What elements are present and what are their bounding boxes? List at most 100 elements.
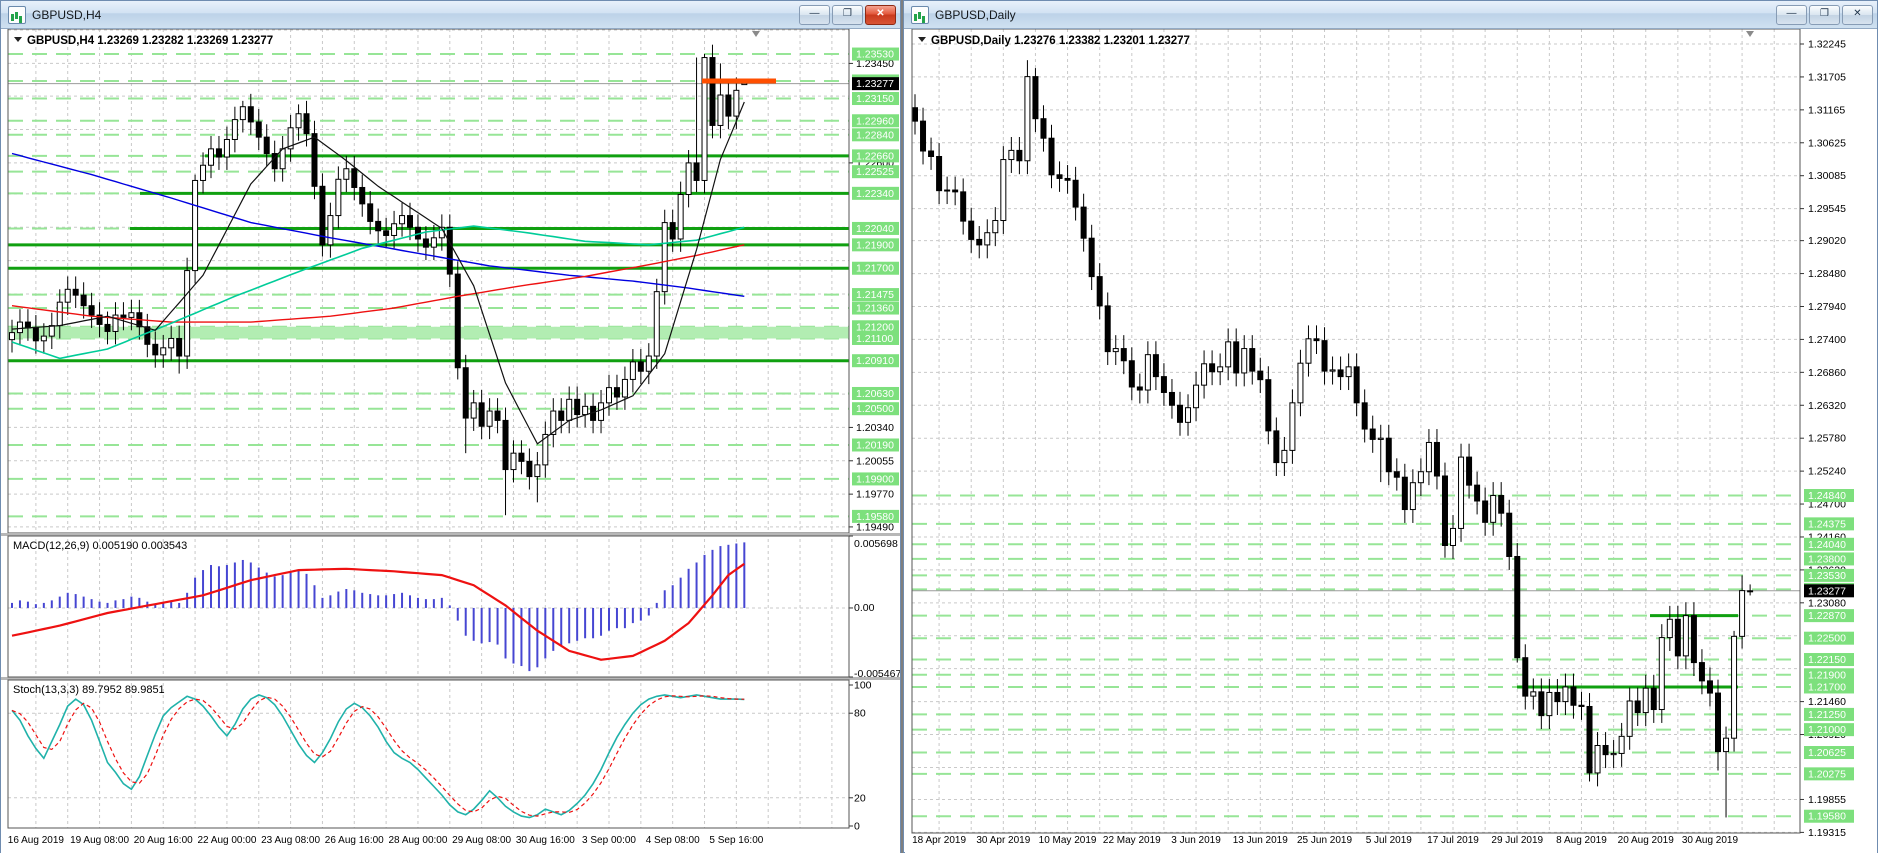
svg-text:30 Apr 2019: 30 Apr 2019 [976, 835, 1030, 846]
symbol-header: GBPUSD,Daily 1.23276 1.23382 1.23201 1.2… [918, 35, 1190, 47]
svg-text:30 Aug 2019: 30 Aug 2019 [1682, 835, 1739, 846]
svg-text:26 Aug 16:00: 26 Aug 16:00 [325, 835, 384, 846]
time-axis[interactable]: 18 Apr 2019 30 Apr 2019 10 May 2019 22 May … [912, 835, 1738, 846]
svg-text:10 May 2019: 10 May 2019 [1039, 835, 1097, 846]
current-price-badge [1804, 584, 1854, 598]
svg-text:1.19900: 1.19900 [856, 473, 894, 485]
price-axis[interactable]: 1.32245 1.31705 1.31165 1.30625 1.30085 1.295… [1800, 38, 1854, 839]
svg-text:1.26320: 1.26320 [1808, 400, 1846, 412]
daily-titlebar[interactable]: GBPUSD,Daily — ❐ ✕ [904, 1, 1877, 29]
svg-text:1.31165: 1.31165 [1808, 104, 1845, 116]
svg-text:1.23530: 1.23530 [1808, 570, 1846, 582]
grid-lines [912, 29, 1800, 833]
svg-text:0: 0 [854, 821, 860, 833]
svg-text:8 Aug 2019: 8 Aug 2019 [1556, 835, 1607, 846]
svg-text:1.19855: 1.19855 [1808, 794, 1846, 806]
svg-text:1.31705: 1.31705 [1808, 71, 1846, 83]
restore-button[interactable]: ❐ [832, 4, 863, 25]
macd-pane: MACD(12,26,9) 0.005190 0.003543 0.005698 0… [7, 535, 900, 680]
svg-text:0.00: 0.00 [854, 602, 875, 614]
svg-text:1.27400: 1.27400 [1808, 334, 1846, 346]
chart-background [1, 29, 900, 853]
svg-text:1.21900: 1.21900 [1808, 669, 1846, 681]
candles [9, 44, 748, 516]
close-icon[interactable]: ✕ [865, 4, 896, 25]
svg-text:29 Jul 2019: 29 Jul 2019 [1491, 835, 1543, 846]
svg-text:1.24040: 1.24040 [1808, 539, 1846, 551]
svg-text:1.22500: 1.22500 [1808, 633, 1846, 645]
chart-window-daily: GBPUSD,Daily — ❐ ✕ GBPUSD,Daily 1.23276 … [903, 0, 1878, 853]
svg-text:1.23277: 1.23277 [1808, 585, 1846, 597]
pane-separator[interactable] [1, 677, 900, 680]
svg-text:1.20275: 1.20275 [1808, 768, 1846, 780]
svg-text:1.21200: 1.21200 [856, 321, 894, 333]
price-axis[interactable]: 1.234501.226001.203401.200551.197701.194… [849, 47, 899, 534]
svg-text:17 Jul 2019: 17 Jul 2019 [1427, 835, 1479, 846]
svg-text:1.28480: 1.28480 [1808, 268, 1846, 280]
ma-black [11, 101, 745, 445]
h4-chart-canvas[interactable]: GBPUSD,H4 1.23269 1.23282 1.23269 1.2327… [1, 29, 900, 853]
chart-shift-marker-icon[interactable] [1746, 31, 1754, 37]
chart-window-h4: GBPUSD,H4 — ❐ ✕ GBPUSD,H4 1.23269 1.2328… [0, 0, 901, 853]
chart-icon [911, 5, 929, 24]
svg-text:1.22525: 1.22525 [856, 166, 894, 178]
svg-text:4 Sep 08:00: 4 Sep 08:00 [646, 835, 700, 846]
restore-button[interactable]: ❐ [1809, 4, 1840, 25]
minimize-button[interactable]: — [1776, 4, 1807, 25]
svg-text:1.20190: 1.20190 [856, 439, 894, 451]
svg-text:1.20055: 1.20055 [856, 455, 894, 467]
current-price-badge [852, 77, 899, 91]
svg-text:1.22960: 1.22960 [856, 115, 894, 127]
pane-separator[interactable] [1, 533, 900, 536]
svg-text:29 Aug 08:00: 29 Aug 08:00 [452, 835, 511, 846]
ma-red [11, 244, 745, 323]
svg-text:1.23450: 1.23450 [856, 58, 894, 70]
svg-text:1.27940: 1.27940 [1808, 301, 1846, 313]
svg-text:1.24840: 1.24840 [1808, 490, 1846, 502]
h4-titlebar[interactable]: GBPUSD,H4 — ❐ ✕ [1, 1, 900, 29]
svg-text:20 Aug 2019: 20 Aug 2019 [1618, 835, 1675, 846]
svg-text:1.23530: 1.23530 [856, 49, 894, 61]
svg-text:1.20340: 1.20340 [856, 422, 894, 434]
svg-text:22 May 2019: 22 May 2019 [1103, 835, 1161, 846]
svg-text:1.26860: 1.26860 [1808, 367, 1846, 379]
svg-text:18 Apr 2019: 18 Apr 2019 [912, 835, 966, 846]
ma-teal [11, 225, 745, 360]
svg-text:1.32245: 1.32245 [1808, 38, 1846, 50]
stoch-d-line [11, 695, 745, 817]
symbol-header: GBPUSD,H4 1.23269 1.23282 1.23269 1.2327… [14, 35, 273, 47]
chevron-down-icon [918, 37, 926, 42]
svg-text:1.30085: 1.30085 [1808, 170, 1846, 182]
svg-text:-0.005467: -0.005467 [854, 668, 900, 680]
svg-text:22 Aug 00:00: 22 Aug 00:00 [197, 835, 256, 846]
daily-chart-canvas[interactable]: GBPUSD,Daily 1.23276 1.23382 1.23201 1.2… [904, 29, 1877, 853]
svg-text:1.20630: 1.20630 [856, 388, 894, 400]
svg-text:1.23080: 1.23080 [1808, 597, 1846, 609]
svg-text:1.21460: 1.21460 [1808, 696, 1846, 708]
chevron-down-icon [14, 37, 22, 42]
svg-text:1.24375: 1.24375 [1808, 518, 1846, 530]
svg-text:1.20910: 1.20910 [856, 355, 894, 367]
svg-text:1.21250: 1.21250 [1808, 709, 1846, 721]
svg-text:3 Sep 00:00: 3 Sep 00:00 [582, 835, 636, 846]
stochastic-pane: Stoch(13,3,3) 89.7952 89.9851 100 80 20 0 [7, 679, 872, 833]
time-axis[interactable]: 16 Aug 2019 19 Aug 08:00 20 Aug 16:00 22 Au… [8, 835, 764, 846]
svg-text:1.21475: 1.21475 [856, 289, 894, 301]
svg-text:25 Jun 2019: 25 Jun 2019 [1297, 835, 1352, 846]
svg-text:1.25240: 1.25240 [1808, 466, 1846, 478]
macd-label: MACD(12,26,9) 0.005190 0.003543 [13, 540, 187, 552]
svg-text:23 Aug 08:00: 23 Aug 08:00 [261, 835, 320, 846]
minimize-button[interactable]: — [799, 4, 830, 25]
close-icon[interactable]: ✕ [1842, 4, 1873, 25]
svg-text:1.22150: 1.22150 [1808, 654, 1846, 666]
svg-text:20: 20 [854, 792, 866, 804]
price-zone-band[interactable] [8, 326, 849, 339]
chart-shift-marker-icon[interactable] [752, 31, 760, 37]
macd-pane-frame [7, 535, 850, 678]
support-resistance-dashed-lines[interactable] [912, 494, 1800, 818]
svg-text:19 Aug 08:00: 19 Aug 08:00 [70, 835, 129, 846]
svg-text:1.21360: 1.21360 [856, 303, 894, 315]
svg-text:0.005698: 0.005698 [854, 538, 898, 550]
svg-text:30 Aug 16:00: 30 Aug 16:00 [516, 835, 575, 846]
h4-chart-area: GBPUSD,H4 1.23269 1.23282 1.23269 1.2327… [1, 29, 900, 853]
